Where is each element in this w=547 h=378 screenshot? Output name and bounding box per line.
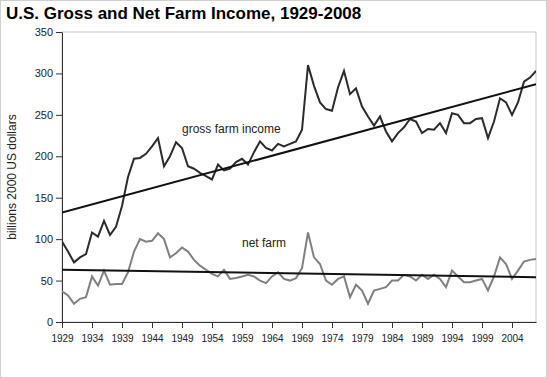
x-tick: 1949 — [171, 322, 194, 344]
y-axis: 0 50 100 150 200 250 300 350 — [35, 26, 63, 328]
x-axis-line — [63, 322, 537, 323]
y-tick: 150 — [35, 192, 62, 204]
x-tick-mark — [272, 322, 273, 328]
x-tick-label: 1939 — [111, 333, 134, 344]
x-tick: 2004 — [501, 322, 524, 344]
chart: U.S. Gross and Net Farm Income, 1929-200… — [0, 0, 547, 378]
y-axis-line — [62, 33, 63, 323]
x-tick-mark — [242, 322, 243, 328]
x-tick-mark — [122, 322, 123, 328]
trend-line — [62, 270, 536, 277]
y-tick-mark — [56, 32, 62, 33]
y-tick: 50 — [41, 275, 62, 287]
y-tick-mark — [56, 281, 62, 282]
y-tick: 100 — [35, 233, 62, 245]
x-tick-label: 1974 — [321, 333, 344, 344]
y-tick: 200 — [35, 150, 62, 162]
plot-area — [62, 65, 536, 304]
x-tick-mark — [212, 322, 213, 328]
x-tick-mark — [482, 322, 483, 328]
series-line — [62, 65, 536, 262]
y-tick-label: 350 — [35, 26, 53, 38]
x-tick-label: 1999 — [471, 333, 494, 344]
x-tick-label: 1964 — [261, 333, 284, 344]
x-tick: 1959 — [231, 322, 254, 344]
x-tick: 1989 — [411, 322, 434, 344]
x-tick-label: 1949 — [171, 333, 194, 344]
y-tick: 350 — [35, 26, 62, 38]
x-tick-mark — [422, 322, 423, 328]
x-tick-mark — [392, 322, 393, 328]
y-tick-label: 100 — [35, 233, 53, 245]
x-tick: 1939 — [111, 322, 134, 344]
x-tick-mark — [452, 322, 453, 328]
y-tick-mark — [56, 73, 62, 74]
title: U.S. Gross and Net Farm Income, 1929-200… — [6, 4, 361, 23]
y-tick-label: 300 — [35, 67, 53, 79]
x-tick-label: 1984 — [381, 333, 404, 344]
x-tick-label: 1954 — [201, 333, 224, 344]
x-tick: 1979 — [351, 322, 374, 344]
y-tick-mark — [56, 156, 62, 157]
x-tick-label: 1944 — [141, 333, 164, 344]
x-tick-mark — [302, 322, 303, 328]
x-tick-mark — [362, 322, 363, 328]
y-tick-mark — [56, 115, 62, 116]
y-tick-label: 250 — [35, 109, 53, 121]
x-tick: 1994 — [441, 322, 464, 344]
y-tick-label: 150 — [35, 192, 53, 204]
x-tick-mark — [92, 322, 93, 328]
background — [1, 1, 547, 378]
x-tick-label: 1979 — [351, 333, 374, 344]
x-tick-label: 1934 — [81, 333, 104, 344]
x-tick-label: 1994 — [441, 333, 464, 344]
series-label: net farm — [242, 236, 286, 250]
x-tick-label: 1959 — [231, 333, 254, 344]
x-tick-label: 2004 — [501, 333, 524, 344]
x-tick: 1964 — [261, 322, 284, 344]
trend-line — [62, 84, 536, 212]
y-tick: 0 — [47, 316, 62, 328]
x-tick: 1944 — [141, 322, 164, 344]
series-label: gross farm income — [182, 122, 281, 136]
y-tick: 250 — [35, 109, 62, 121]
y-tick-label: 50 — [41, 275, 53, 287]
x-tick: 1999 — [471, 322, 494, 344]
plot-frame — [62, 32, 536, 322]
x-tick-mark — [332, 322, 333, 328]
x-tick: 1929 — [51, 322, 74, 344]
x-tick-mark — [512, 322, 513, 328]
x-axis: 1929 1934 1939 1944 1949 1954 1959 1964 1969 1974… — [51, 322, 536, 344]
y-axis-title: billions 2000 US dollars — [5, 114, 19, 239]
x-tick: 1934 — [81, 322, 104, 344]
x-tick-label: 1929 — [51, 333, 74, 344]
x-tick-label: 1989 — [411, 333, 434, 344]
y-tick-mark — [56, 198, 62, 199]
x-tick-label: 1969 — [291, 333, 314, 344]
x-tick-mark — [152, 322, 153, 328]
x-tick: 1954 — [201, 322, 224, 344]
y-tick-mark — [56, 322, 62, 323]
x-tick: 1984 — [381, 322, 404, 344]
x-tick: 1974 — [321, 322, 344, 344]
y-tick-label: 200 — [35, 150, 53, 162]
x-tick-mark — [62, 322, 63, 328]
y-tick-mark — [56, 239, 62, 240]
y-tick-label: 0 — [47, 316, 53, 328]
x-tick: 1969 — [291, 322, 314, 344]
series-line — [62, 233, 536, 304]
y-tick: 300 — [35, 67, 62, 79]
x-tick-mark — [182, 322, 183, 328]
